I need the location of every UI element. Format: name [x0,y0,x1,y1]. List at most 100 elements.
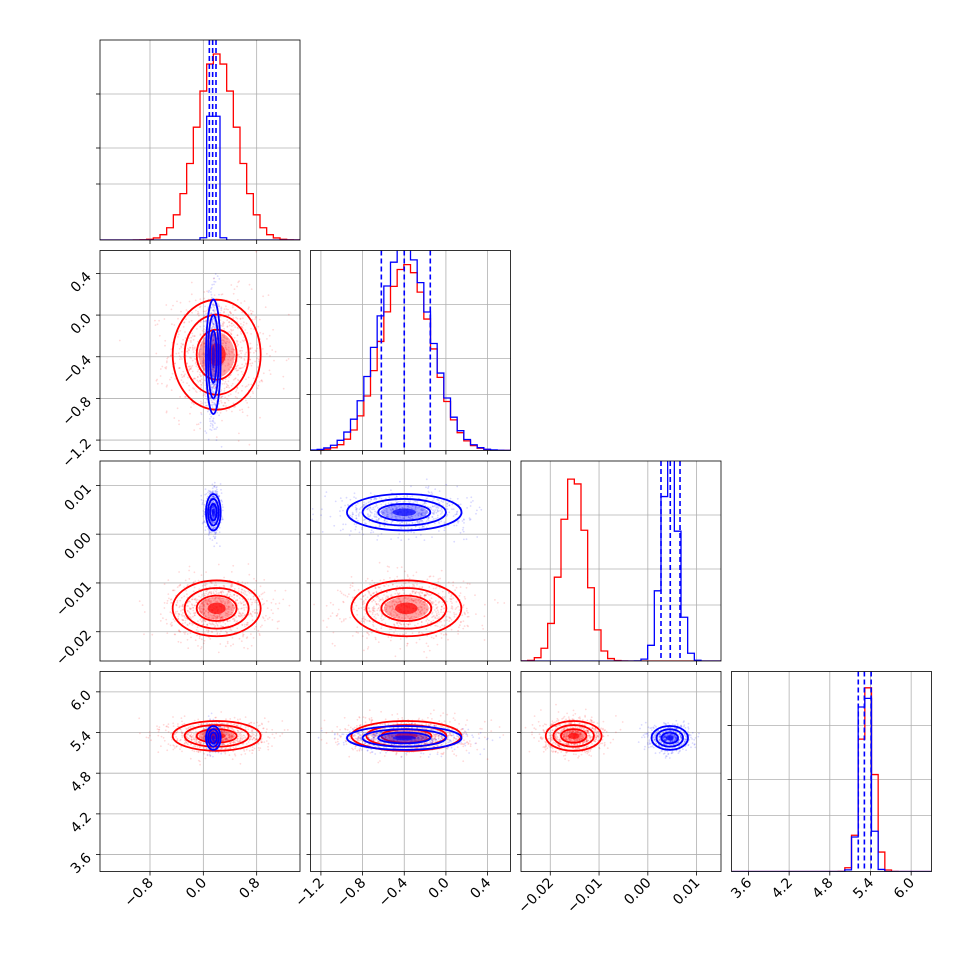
scatter-point [375,516,378,519]
scatter-point [220,315,222,318]
scatter-point [197,606,200,609]
scatter-point [432,575,435,578]
plot-area [100,40,300,240]
scatter-point [376,539,379,541]
scatter-point [231,612,234,614]
scatter-point [391,512,393,515]
scatter-point [381,513,384,516]
scatter-point [423,612,425,615]
axes-frame [310,250,511,451]
scatter-point [394,600,397,603]
scatter-point [200,375,202,377]
scatter-point [367,590,369,592]
scatter-point [231,306,234,309]
scatter-point [440,508,443,511]
scatter-point [400,504,403,507]
scatter-point [396,613,399,616]
scatter-point [360,620,363,623]
scatter-point [213,507,216,510]
scatter-point [377,614,380,617]
contour [207,498,220,527]
scatter-point [216,624,219,627]
scatter-point [177,615,180,618]
scatter-point [452,508,455,511]
scatter-point [249,358,252,361]
scatter-point [353,492,356,495]
scatter-point [241,623,244,626]
scatter-point [353,601,356,604]
scatter-point [249,612,252,615]
scatter-point [226,620,229,623]
scatter-point [218,593,220,596]
scatter-point [386,601,389,604]
scatter-point [227,600,230,602]
scatter-point [372,506,375,509]
scatter-point [246,582,249,584]
scatter-point [367,632,369,635]
scatter-point [401,617,403,619]
scatter-point [394,617,396,619]
density-core [207,602,226,615]
scatter-point [226,325,229,328]
scatter-point [344,523,347,526]
scatter-point [227,368,230,371]
scatter-point [198,355,201,357]
scatter-point [188,349,190,352]
scatter-point [203,605,206,608]
scatter-point [207,611,210,614]
scatter-point [197,368,200,371]
scatter-point [397,593,400,596]
scatter-point [411,590,414,593]
scatter-point [375,603,378,605]
scatter-point [457,633,459,635]
scatter-point [483,615,486,618]
scatter-point [215,439,218,441]
scatter-point [230,333,233,335]
contour [171,579,262,638]
scatter-point [182,343,184,346]
scatter-point [342,523,345,526]
scatter-point [249,598,252,601]
scatter-point [210,389,213,392]
scatter-point [414,507,417,510]
scatter-point [182,338,184,341]
scatter-point [361,526,363,529]
scatter-point [462,627,465,630]
scatter-point [413,599,416,602]
scatter-point [372,623,374,626]
scatter-point [356,502,359,505]
scatter-point [209,638,212,640]
scatter-point [213,599,215,602]
scatter-point [252,598,255,601]
scatter-point [417,514,420,517]
scatter-point [381,598,383,601]
scatter-point [379,523,381,526]
scatter-point [420,600,422,602]
scatter-point [362,617,365,620]
scatter-point [221,590,224,592]
scatter-point [425,594,427,597]
scatter-point [212,309,215,312]
scatter-point [166,622,168,625]
scatter-point [238,353,240,356]
scatter-point [237,369,240,371]
scatter-point [226,326,229,328]
scatter-point [229,366,232,368]
scatter-point [434,587,437,590]
scatter-point [203,612,206,614]
scatter-point [205,432,208,434]
scatter-point [173,324,176,326]
scatter-point [463,518,465,521]
scatter-point [395,614,398,617]
scatter-point [356,613,359,616]
scatter-point [274,589,276,592]
scatter-point [241,581,244,584]
scatter-point [462,526,465,529]
scatter-point [372,599,375,602]
scatter-point [226,353,228,356]
scatter-point [188,368,190,371]
scatter-point [208,529,210,532]
scatter-point [439,626,442,629]
scatter-point [426,634,429,637]
scatter-point [225,409,228,412]
